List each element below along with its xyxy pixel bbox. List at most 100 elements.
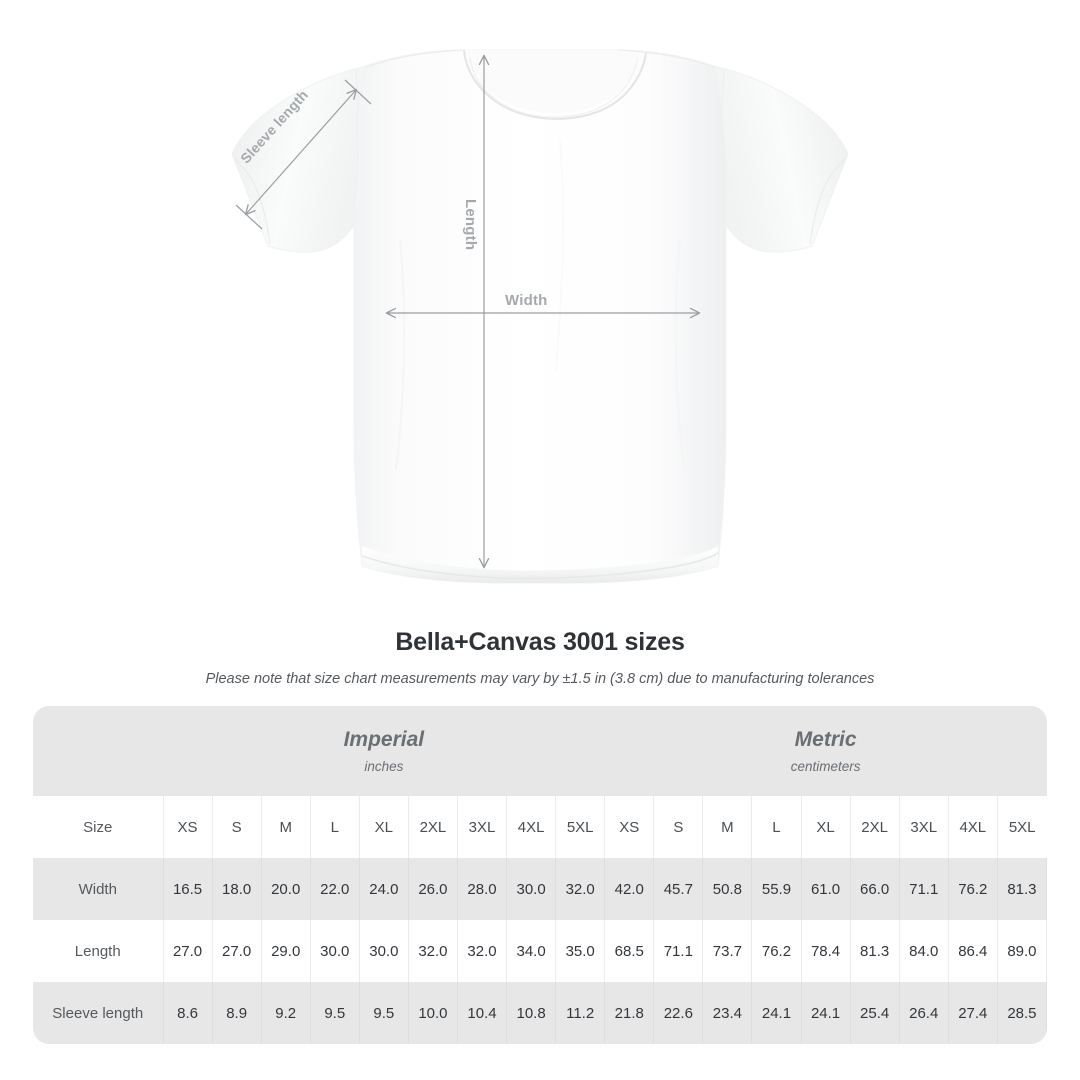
cell-width-metric-4xl: 76.2 (948, 858, 998, 920)
tshirt-diagram (231, 49, 849, 584)
size-header-imperial-s: S (212, 796, 262, 858)
length-label: Length (462, 199, 479, 251)
cell-width-metric-2xl: 66.0 (850, 858, 900, 920)
cell-sleeve-length-imperial-l: 9.5 (310, 982, 360, 1044)
cell-sleeve-length-metric-l: 24.1 (751, 982, 802, 1044)
cell-sleeve-length-metric-s: 22.6 (653, 982, 704, 1044)
cell-width-metric-xl: 61.0 (801, 858, 851, 920)
cell-sleeve-length-imperial-2xl: 10.0 (408, 982, 458, 1044)
cell-sleeve-length-metric-3xl: 26.4 (899, 982, 949, 1044)
cell-sleeve-length-metric-4xl: 27.4 (948, 982, 998, 1044)
cell-length-imperial-s: 27.0 (212, 920, 262, 982)
row-header-length: Length (33, 920, 164, 982)
cell-length-imperial-xl: 30.0 (359, 920, 409, 982)
cell-sleeve-length-metric-5xl: 28.5 (997, 982, 1047, 1044)
cell-length-imperial-2xl: 32.0 (408, 920, 458, 982)
size-header-metric-2xl: 2XL (850, 796, 900, 858)
unit-group-subtitle: centimeters (790, 759, 861, 775)
tolerance-note: Please note that size chart measurements… (205, 671, 875, 687)
cell-length-metric-xl: 78.4 (801, 920, 851, 982)
cell-sleeve-length-metric-xs: 21.8 (604, 982, 655, 1044)
cell-length-metric-s: 71.1 (653, 920, 704, 982)
cell-length-imperial-3xl: 32.0 (457, 920, 508, 982)
size-column-header: Size (33, 796, 164, 858)
cell-width-imperial-2xl: 26.0 (408, 858, 458, 920)
width-label: Width (505, 292, 548, 309)
cell-width-metric-xs: 42.0 (604, 858, 655, 920)
title-block: Bella+Canvas 3001 sizes Please note that… (0, 628, 1080, 687)
size-header-metric-3xl: 3XL (899, 796, 949, 858)
size-header-imperial-xl: XL (359, 796, 409, 858)
unit-group-subtitle: inches (364, 759, 404, 775)
cell-length-metric-xs: 68.5 (604, 920, 655, 982)
cell-length-imperial-5xl: 35.0 (555, 920, 606, 982)
cell-width-metric-l: 55.9 (751, 858, 802, 920)
cell-length-metric-4xl: 86.4 (948, 920, 998, 982)
cell-sleeve-length-imperial-xl: 9.5 (359, 982, 409, 1044)
sleeve-arrow (246, 90, 356, 214)
garment-illustration: Sleeve length Length Width (231, 49, 849, 584)
table-row: Length 27.0 27.0 29.0 30.0 30.0 32.0 32.0 34.0 35… (33, 920, 1047, 982)
size-chart-table-wrapper: Imperial inches Metric centimeters Size XS S M L… (33, 706, 1047, 1044)
cell-width-imperial-m: 20.0 (261, 858, 311, 920)
cell-width-imperial-4xl: 30.0 (506, 858, 557, 920)
size-header-metric-xs: XS (604, 796, 655, 858)
cell-sleeve-length-metric-2xl: 25.4 (850, 982, 900, 1044)
table-row: Sleeve length 8.6 8.9 9.2 9.5 9.5 10.0 10.4 10.8… (33, 982, 1047, 1044)
cell-width-metric-5xl: 81.3 (997, 858, 1047, 920)
cell-width-imperial-5xl: 32.0 (555, 858, 606, 920)
unit-header-row: Imperial inches Metric centimeters (33, 706, 1047, 796)
cell-length-metric-l: 76.2 (751, 920, 802, 982)
size-header-row: Size XS S M L XL 2XL 3XL 4XL 5XL XS S M L XL 2XL 3XL 4XL 5… (33, 796, 1047, 858)
unit-group-name: Imperial (343, 727, 425, 751)
cell-sleeve-length-imperial-m: 9.2 (261, 982, 311, 1044)
sleeve-cap-top (344, 79, 372, 105)
size-header-metric-m: M (702, 796, 753, 858)
size-chart-table: Imperial inches Metric centimeters Size XS S M L… (33, 706, 1047, 1044)
size-header-metric-xl: XL (801, 796, 851, 858)
cell-sleeve-length-imperial-5xl: 11.2 (555, 982, 606, 1044)
size-header-metric-l: L (751, 796, 802, 858)
size-header-imperial-xs: XS (163, 796, 213, 858)
cell-length-imperial-m: 29.0 (261, 920, 311, 982)
size-header-imperial-m: M (261, 796, 311, 858)
sleeve-cap-bottom (235, 204, 263, 230)
cell-width-imperial-xl: 24.0 (359, 858, 409, 920)
cell-length-imperial-4xl: 34.0 (506, 920, 557, 982)
cell-length-metric-3xl: 84.0 (899, 920, 949, 982)
measurement-arrows (235, 56, 699, 567)
cell-length-imperial-xs: 27.0 (163, 920, 213, 982)
cell-width-imperial-xs: 16.5 (163, 858, 213, 920)
unit-row-corner (33, 706, 163, 796)
cell-width-metric-3xl: 71.1 (899, 858, 949, 920)
cell-sleeve-length-imperial-s: 8.9 (212, 982, 262, 1044)
unit-group-name: Metric (794, 727, 857, 751)
size-header-metric-5xl: 5XL (997, 796, 1047, 858)
row-header-sleeve-length: Sleeve length (33, 982, 164, 1044)
shirt-body (231, 49, 849, 584)
cell-sleeve-length-metric-xl: 24.1 (801, 982, 851, 1044)
row-header-width: Width (33, 858, 164, 920)
cell-length-metric-5xl: 89.0 (997, 920, 1047, 982)
cell-length-metric-2xl: 81.3 (850, 920, 900, 982)
size-header-imperial-4xl: 4XL (506, 796, 557, 858)
size-header-imperial-l: L (310, 796, 360, 858)
cell-sleeve-length-imperial-xs: 8.6 (163, 982, 213, 1044)
size-header-imperial-3xl: 3XL (457, 796, 508, 858)
cell-sleeve-length-imperial-4xl: 10.8 (506, 982, 557, 1044)
size-header-imperial-5xl: 5XL (555, 796, 606, 858)
cell-width-metric-s: 45.7 (653, 858, 704, 920)
table-row: Width 16.5 18.0 20.0 22.0 24.0 26.0 28.0 30.0 32.… (33, 858, 1047, 920)
size-header-imperial-2xl: 2XL (408, 796, 458, 858)
cell-sleeve-length-metric-m: 23.4 (702, 982, 753, 1044)
cell-width-imperial-3xl: 28.0 (457, 858, 508, 920)
cell-width-imperial-l: 22.0 (310, 858, 360, 920)
size-header-metric-4xl: 4XL (948, 796, 998, 858)
unit-group-metric: Metric centimeters (604, 706, 1047, 796)
cell-length-imperial-l: 30.0 (310, 920, 360, 982)
cell-length-metric-m: 73.7 (702, 920, 753, 982)
cell-width-metric-m: 50.8 (702, 858, 753, 920)
cell-sleeve-length-imperial-3xl: 10.4 (457, 982, 508, 1044)
cell-width-imperial-s: 18.0 (212, 858, 262, 920)
page-title: Bella+Canvas 3001 sizes (395, 628, 685, 656)
